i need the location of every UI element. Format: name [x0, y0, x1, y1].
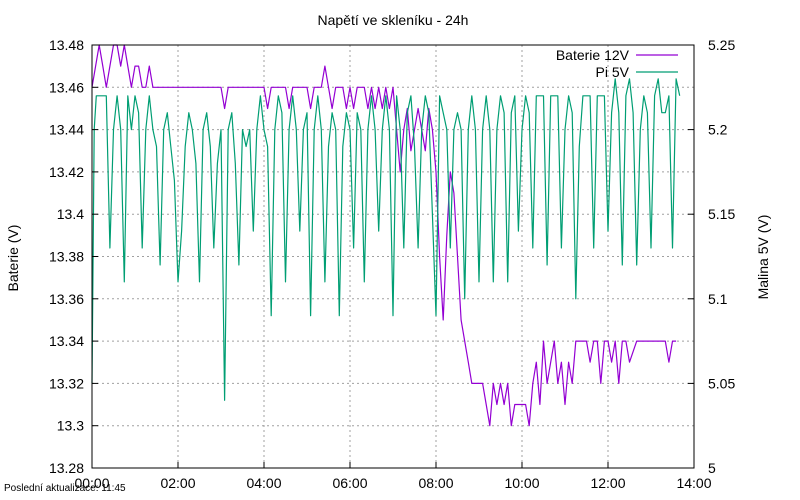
y-tick-label: 13.3 [57, 418, 84, 434]
y-tick-label: 13.42 [49, 164, 84, 180]
y-tick-label: 13.4 [57, 206, 84, 222]
x-tick-label: 00:00 [74, 475, 109, 491]
y2-tick-label: 5 [708, 460, 716, 476]
y-axis-label: Baterie (V) [5, 225, 21, 292]
x-tick-label: 10:00 [504, 475, 539, 491]
y-tick-label: 13.36 [49, 291, 84, 307]
x-tick-label: 12:00 [590, 475, 625, 491]
x-tick-label: 06:00 [332, 475, 367, 491]
y-tick-label: 13.32 [49, 375, 84, 391]
tick-labels: 13.28 13.3 13.32 13.34 13.36 13.38 13.4 13.42 13… [49, 37, 736, 491]
x-tick-label: 02:00 [160, 475, 195, 491]
y-tick-label: 13.44 [49, 122, 84, 138]
legend-label-pi: Pi 5V [596, 64, 630, 80]
series-line-battery [91, 44, 677, 427]
y-tick-label: 13.38 [49, 249, 84, 265]
y2-tick-label: 5.2 [708, 122, 728, 138]
series-layer [91, 44, 681, 427]
y2-axis-label: Malina 5V (V) [755, 215, 771, 300]
x-tick-label: 04:00 [246, 475, 281, 491]
legend-label-battery: Baterie 12V [556, 47, 630, 63]
series-line-pi [91, 78, 681, 401]
grid-lines [92, 45, 694, 468]
tick-marks [91, 44, 695, 469]
chart-title: Napětí ve skleníku - 24h [318, 12, 469, 28]
y-tick-label: 13.46 [49, 79, 84, 95]
last-update-text: Poslední aktualizace: 11:45 [4, 483, 126, 494]
x-tick-label: 14:00 [676, 475, 711, 491]
y2-tick-label: 5.25 [708, 37, 735, 53]
y-tick-label: 13.34 [49, 333, 84, 349]
y-tick-label: 13.48 [49, 37, 84, 53]
x-tick-label: 08:00 [418, 475, 453, 491]
y2-tick-label: 5.15 [708, 206, 735, 222]
y-tick-label: 13.28 [49, 460, 84, 476]
y2-tick-label: 5.1 [708, 291, 728, 307]
y2-tick-label: 5.05 [708, 375, 735, 391]
